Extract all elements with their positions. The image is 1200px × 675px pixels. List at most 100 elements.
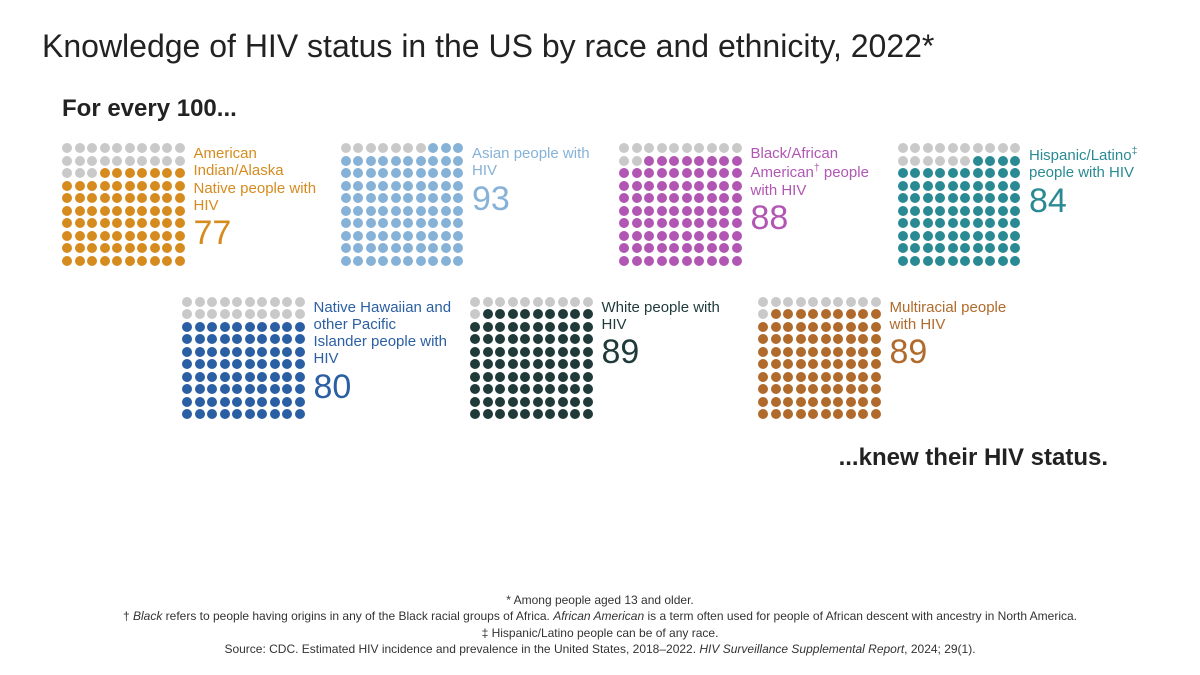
dot-empty	[545, 297, 555, 307]
group-label: Hispanic/Latino‡ people with HIV	[1029, 143, 1158, 182]
dot-empty	[898, 156, 908, 166]
dot-filled	[694, 193, 704, 203]
dot-filled	[960, 193, 970, 203]
dot-filled	[207, 409, 217, 419]
dot-empty	[910, 143, 920, 153]
dot-grid	[898, 143, 1022, 267]
group-label: White people with HIV	[602, 297, 741, 334]
dot-empty	[207, 309, 217, 319]
dot-filled	[682, 193, 692, 203]
dot-filled	[508, 409, 518, 419]
dot-filled	[428, 256, 438, 266]
dot-filled	[295, 372, 305, 382]
dot-filled	[353, 218, 363, 228]
dot-filled	[483, 409, 493, 419]
dot-filled	[644, 168, 654, 178]
dot-empty	[948, 156, 958, 166]
dot-filled	[125, 193, 135, 203]
dot-filled	[558, 322, 568, 332]
dot-empty	[207, 297, 217, 307]
dot-empty	[162, 156, 172, 166]
dot-filled	[545, 347, 555, 357]
dot-filled	[125, 243, 135, 253]
dot-filled	[719, 231, 729, 241]
dot-filled	[207, 322, 217, 332]
dot-filled	[62, 243, 72, 253]
dot-filled	[533, 322, 543, 332]
dot-grid	[182, 297, 306, 421]
infographic-row: American Indian/Alaska Native people wit…	[62, 143, 1158, 267]
dot-filled	[428, 181, 438, 191]
dot-filled	[758, 409, 768, 419]
dot-filled	[998, 206, 1008, 216]
dot-empty	[558, 297, 568, 307]
dot-filled	[783, 409, 793, 419]
dot-filled	[619, 168, 629, 178]
dot-filled	[245, 397, 255, 407]
dot-filled	[100, 206, 110, 216]
dot-filled	[428, 156, 438, 166]
dot-filled	[403, 206, 413, 216]
dot-filled	[112, 243, 122, 253]
dot-filled	[100, 218, 110, 228]
dot-filled	[75, 243, 85, 253]
dot-filled	[707, 193, 717, 203]
dot-filled	[483, 334, 493, 344]
dot-filled	[644, 181, 654, 191]
group-label: Native Hawaiian and other Pacific Island…	[314, 297, 453, 368]
dot-filled	[898, 256, 908, 266]
dot-filled	[570, 372, 580, 382]
dot-filled	[75, 218, 85, 228]
dot-empty	[245, 297, 255, 307]
dot-filled	[112, 218, 122, 228]
dot-empty	[948, 143, 958, 153]
dot-filled	[207, 397, 217, 407]
dot-filled	[558, 334, 568, 344]
dot-filled	[182, 359, 192, 369]
dot-empty	[62, 156, 72, 166]
dot-filled	[998, 156, 1008, 166]
dot-filled	[257, 384, 267, 394]
dot-filled	[619, 218, 629, 228]
dot-filled	[125, 181, 135, 191]
dot-filled	[195, 397, 205, 407]
dot-filled	[453, 168, 463, 178]
dot-filled	[295, 347, 305, 357]
dot-filled	[162, 231, 172, 241]
dot-filled	[910, 243, 920, 253]
dot-filled	[682, 231, 692, 241]
dot-empty	[125, 156, 135, 166]
dot-filled	[353, 231, 363, 241]
dot-filled	[453, 243, 463, 253]
dot-filled	[669, 206, 679, 216]
dot-empty	[162, 143, 172, 153]
dot-filled	[783, 322, 793, 332]
dot-filled	[570, 347, 580, 357]
dot-empty	[125, 143, 135, 153]
dot-filled	[125, 218, 135, 228]
dot-filled	[282, 384, 292, 394]
dot-filled	[583, 384, 593, 394]
dot-empty	[100, 143, 110, 153]
dot-filled	[973, 256, 983, 266]
dot-filled	[985, 218, 995, 228]
dot-filled	[558, 409, 568, 419]
dot-filled	[508, 334, 518, 344]
dot-filled	[871, 347, 881, 357]
dot-filled	[858, 334, 868, 344]
dot-filled	[416, 231, 426, 241]
group-value: 88	[751, 201, 880, 235]
dot-filled	[175, 193, 185, 203]
dot-empty	[75, 168, 85, 178]
dot-filled	[923, 181, 933, 191]
dot-filled	[137, 206, 147, 216]
group-item: White people with HIV89	[470, 297, 740, 421]
dot-filled	[960, 243, 970, 253]
dot-filled	[783, 359, 793, 369]
group-label: American Indian/Alaska Native people wit…	[194, 143, 323, 214]
dot-filled	[441, 193, 451, 203]
dot-filled	[1010, 243, 1020, 253]
dot-empty	[783, 297, 793, 307]
dot-filled	[796, 397, 806, 407]
dot-filled	[175, 181, 185, 191]
